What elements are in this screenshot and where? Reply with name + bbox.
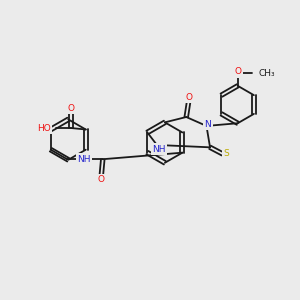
Text: N: N [205, 120, 211, 129]
Text: NH: NH [78, 155, 91, 164]
Text: S: S [224, 149, 230, 158]
Text: O: O [68, 104, 74, 113]
Text: O: O [98, 175, 105, 184]
Text: O: O [185, 93, 192, 102]
Text: HO: HO [37, 124, 51, 133]
Text: O: O [234, 67, 241, 76]
Text: CH₃: CH₃ [259, 69, 275, 78]
Text: NH: NH [152, 145, 165, 154]
